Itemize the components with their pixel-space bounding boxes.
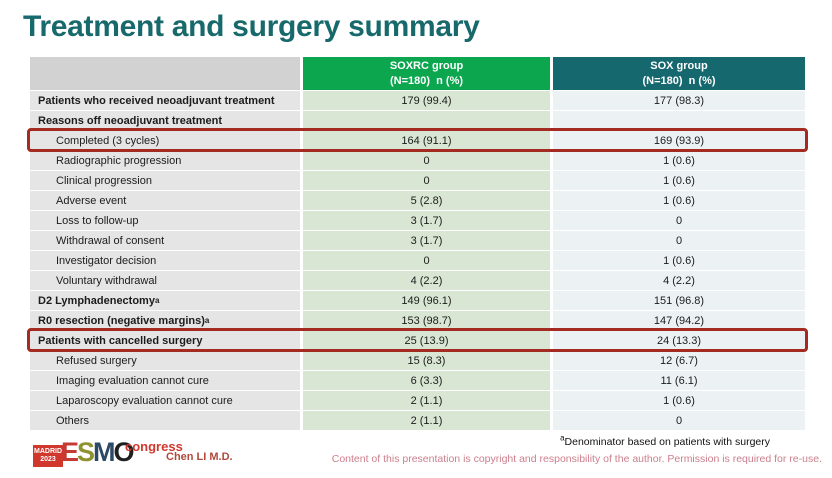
row-label: Withdrawal of consent xyxy=(30,231,300,250)
soxrc-value xyxy=(303,111,550,130)
table-row: Laparoscopy evaluation cannot cure 2 (1.1… xyxy=(30,391,805,410)
table-row: Patients with cancelled surgery 25 (13.9)… xyxy=(27,328,808,352)
table-row: D2 Lymphadenectomy a 149 (96.1) 151 (96.8) xyxy=(30,291,805,310)
sox-value: 1 (0.6) xyxy=(553,151,805,170)
year-label: 2023 xyxy=(40,456,56,463)
header-soxrc-group: SOXRC group (N=180) n (%) xyxy=(303,57,550,90)
soxrc-group-n: (N=180) n (%) xyxy=(389,74,464,87)
table-row: Withdrawal of consent 3 (1.7) 0 xyxy=(30,231,805,250)
madrid-2023-badge: MADRID 2023 xyxy=(33,445,63,467)
sox-value: 12 (6.7) xyxy=(553,351,805,370)
soxrc-value: 2 (1.1) xyxy=(303,411,550,430)
esmo-wordmark: ESMO xyxy=(61,437,135,468)
table-header-row: SOXRC group (N=180) n (%) SOX group (N=1… xyxy=(30,57,805,90)
soxrc-value: 164 (91.1) xyxy=(303,131,550,150)
row-label: Laparoscopy evaluation cannot cure xyxy=(30,391,300,410)
soxrc-value: 0 xyxy=(303,251,550,270)
soxrc-value: 15 (8.3) xyxy=(303,351,550,370)
row-label: Investigator decision xyxy=(30,251,300,270)
table-row: Loss to follow-up 3 (1.7) 0 xyxy=(30,211,805,230)
table-body: Patients who received neoadjuvant treatm… xyxy=(27,91,808,430)
table-row: Imaging evaluation cannot cure 6 (3.3) 11 … xyxy=(30,371,805,390)
table-row: Refused surgery 15 (8.3) 12 (6.7) xyxy=(30,351,805,370)
sox-group-n: (N=180) n (%) xyxy=(642,74,716,87)
treatment-surgery-table: SOXRC group (N=180) n (%) SOX group (N=1… xyxy=(27,57,808,430)
row-label: Others xyxy=(30,411,300,430)
row-label: D2 Lymphadenectomy a xyxy=(30,291,300,310)
footer: MADRID 2023 ESMO congress Chen LI M.D. a… xyxy=(0,433,832,478)
row-label: Loss to follow-up xyxy=(30,211,300,230)
row-label: Completed (3 cycles) xyxy=(30,131,300,150)
row-label: Reasons off neoadjuvant treatment xyxy=(30,111,300,130)
sox-value: 1 (0.6) xyxy=(553,191,805,210)
sox-value: 0 xyxy=(553,211,805,230)
sox-value: 169 (93.9) xyxy=(553,131,805,150)
sox-value xyxy=(553,111,805,130)
esmo-letter: S xyxy=(77,437,95,467)
soxrc-value: 3 (1.7) xyxy=(303,211,550,230)
table-row: Investigator decision 0 1 (0.6) xyxy=(30,251,805,270)
sox-value: 24 (13.3) xyxy=(553,331,805,350)
sox-value: 1 (0.6) xyxy=(553,251,805,270)
soxrc-value: 0 xyxy=(303,171,550,190)
soxrc-value: 6 (3.3) xyxy=(303,371,550,390)
soxrc-value: 3 (1.7) xyxy=(303,231,550,250)
sox-value: 177 (98.3) xyxy=(553,91,805,110)
sox-value: 147 (94.2) xyxy=(553,311,805,330)
table-row: Patients who received neoadjuvant treatm… xyxy=(30,91,805,110)
footnote-text: Denominator based on patients with surge… xyxy=(564,436,770,448)
esmo-letter: M xyxy=(93,437,115,467)
row-label: Imaging evaluation cannot cure xyxy=(30,371,300,390)
copyright-notice: Content of this presentation is copyrigh… xyxy=(331,453,822,465)
header-empty-cell xyxy=(30,57,300,90)
table-row: Clinical progression 0 1 (0.6) xyxy=(30,171,805,190)
table-row: Completed (3 cycles) 164 (91.1) 169 (93.9) xyxy=(27,128,808,152)
row-label: Patients with cancelled surgery xyxy=(30,331,300,350)
soxrc-value: 179 (99.4) xyxy=(303,91,550,110)
sox-value: 0 xyxy=(553,231,805,250)
sox-value: 151 (96.8) xyxy=(553,291,805,310)
madrid-label: MADRID xyxy=(34,447,62,455)
sox-value: 4 (2.2) xyxy=(553,271,805,290)
table-row: Reasons off neoadjuvant treatment xyxy=(30,111,805,130)
row-label: Refused surgery xyxy=(30,351,300,370)
congress-label: congress xyxy=(125,439,183,454)
row-label: Radiographic progression xyxy=(30,151,300,170)
page-title: Treatment and surgery summary xyxy=(23,10,480,43)
esmo-congress-logo: MADRID 2023 ESMO congress xyxy=(33,437,193,473)
sox-value: 1 (0.6) xyxy=(553,391,805,410)
row-label: R0 resection (negative margins) a xyxy=(30,311,300,330)
sox-group-name: SOX group xyxy=(650,60,708,73)
presenter-name: Chen LI M.D. xyxy=(166,451,233,463)
table-row: Others 2 (1.1) 0 xyxy=(30,411,805,430)
row-label: Voluntary withdrawal xyxy=(30,271,300,290)
esmo-letter: O xyxy=(113,437,135,467)
row-label: Adverse event xyxy=(30,191,300,210)
table-row: Radiographic progression 0 1 (0.6) xyxy=(30,151,805,170)
footnote: aDenominator based on patients with surg… xyxy=(560,433,770,448)
soxrc-group-name: SOXRC group xyxy=(389,60,464,73)
soxrc-value: 2 (1.1) xyxy=(303,391,550,410)
soxrc-value: 153 (98.7) xyxy=(303,311,550,330)
soxrc-value: 149 (96.1) xyxy=(303,291,550,310)
row-label: Patients who received neoadjuvant treatm… xyxy=(30,91,300,110)
table-row: Adverse event 5 (2.8) 1 (0.6) xyxy=(30,191,805,210)
soxrc-value: 4 (2.2) xyxy=(303,271,550,290)
table-row: R0 resection (negative margins) a 153 (98.… xyxy=(30,311,805,330)
soxrc-value: 5 (2.8) xyxy=(303,191,550,210)
footnote-sup: a xyxy=(560,433,565,443)
sox-value: 0 xyxy=(553,411,805,430)
row-label: Clinical progression xyxy=(30,171,300,190)
soxrc-value: 25 (13.9) xyxy=(303,331,550,350)
sox-value: 1 (0.6) xyxy=(553,171,805,190)
table-row: Voluntary withdrawal 4 (2.2) 4 (2.2) xyxy=(30,271,805,290)
sox-value: 11 (6.1) xyxy=(553,371,805,390)
soxrc-value: 0 xyxy=(303,151,550,170)
esmo-letter: E xyxy=(61,437,79,467)
header-sox-group: SOX group (N=180) n (%) xyxy=(553,57,805,90)
